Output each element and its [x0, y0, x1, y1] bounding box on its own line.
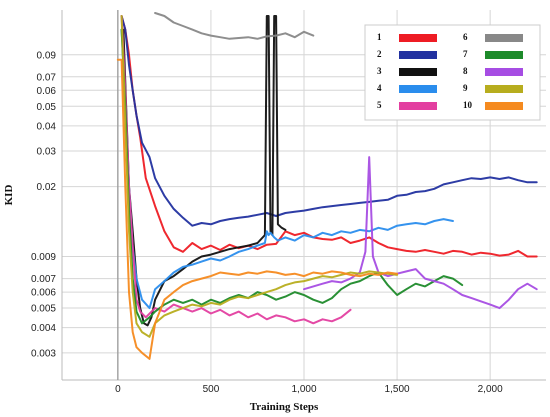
legend-swatch-9 — [485, 85, 523, 93]
y-tick-label: 0.003 — [31, 348, 56, 359]
y-tick-label: 0.09 — [37, 50, 57, 61]
legend-swatch-3 — [399, 68, 437, 76]
legend-swatch-10 — [485, 102, 523, 110]
legend-label-2: 2 — [377, 49, 382, 59]
series-line-7 — [120, 28, 464, 325]
legend-swatch-1 — [399, 34, 437, 42]
legend-swatch-5 — [399, 102, 437, 110]
series-line-6 — [154, 12, 315, 40]
y-tick-label: 0.04 — [37, 121, 57, 132]
x-tick-label: 0 — [115, 384, 121, 395]
x-tick-label: 1,000 — [291, 384, 316, 395]
y-tick-label: 0.05 — [37, 102, 57, 113]
legend-swatch-8 — [485, 68, 523, 76]
y-tick-label: 0.005 — [31, 304, 56, 315]
legend-swatch-4 — [399, 85, 437, 93]
legend-swatch-2 — [399, 51, 437, 59]
x-tick-label: 500 — [203, 384, 220, 395]
legend-swatch-7 — [485, 51, 523, 59]
y-axis-ticks: 0.003 0.004 0.005 0.006 0.007 0.009 0.02 0.03 0.… — [31, 50, 56, 359]
legend-label-8: 8 — [463, 66, 468, 76]
series-lines — [116, 12, 538, 360]
legend-swatch-6 — [485, 34, 523, 42]
y-tick-label: 0.009 — [31, 252, 56, 263]
y-tick-label: 0.006 — [31, 288, 56, 299]
legend-label-5: 5 — [377, 100, 382, 110]
y-tick-label: 0.07 — [37, 72, 57, 83]
y-tick-label: 0.007 — [31, 274, 56, 285]
legend-label-4: 4 — [377, 83, 382, 93]
x-axis-label: Training Steps — [250, 401, 319, 413]
legend-label-1: 1 — [377, 32, 382, 42]
y-tick-label: 0.004 — [31, 323, 56, 334]
y-tick-label: 0.06 — [37, 86, 57, 97]
y-tick-label: 0.03 — [37, 147, 57, 158]
series-line-4 — [120, 28, 454, 310]
legend: 1 2 3 4 5 6 7 8 9 10 — [364, 24, 541, 121]
legend-label-10: 10 — [463, 100, 473, 110]
y-axis-label: KID — [3, 185, 15, 206]
x-axis-ticks: 0 500 1,000 1,500 2,000 — [115, 384, 503, 395]
series-line-5 — [120, 15, 352, 325]
x-tick-label: 1,500 — [385, 384, 410, 395]
x-tick-label: 2,000 — [478, 384, 503, 395]
series-line-3 — [122, 15, 287, 327]
legend-label-7: 7 — [463, 49, 468, 59]
y-tick-label: 0.02 — [37, 182, 57, 193]
series-line-10 — [116, 58, 399, 360]
series-line-2 — [120, 15, 538, 227]
series-line-8 — [303, 156, 538, 310]
legend-label-3: 3 — [377, 66, 382, 76]
legend-label-6: 6 — [463, 32, 468, 42]
plot-frame — [61, 10, 546, 381]
legend-label-9: 9 — [463, 83, 468, 93]
